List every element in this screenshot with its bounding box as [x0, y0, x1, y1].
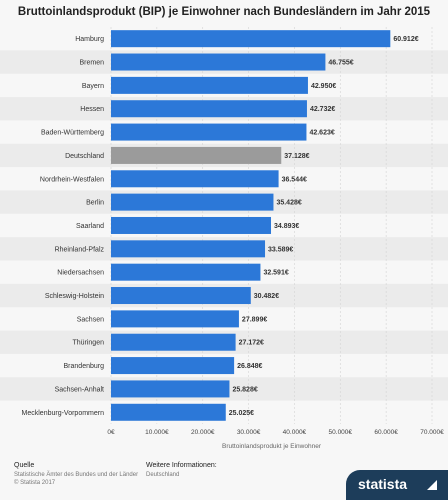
value-label: 37.128€ [284, 153, 309, 160]
value-label: 25.025€ [229, 410, 254, 417]
x-tick-label: 30.000€ [237, 429, 261, 436]
x-tick-label: 10.000€ [145, 429, 169, 436]
value-label: 34.893€ [274, 223, 299, 230]
value-label: 42.950€ [311, 83, 336, 90]
category-label: Thüringen [72, 340, 104, 347]
x-tick-label: 20.000€ [191, 429, 215, 436]
bar [111, 333, 236, 351]
category-label: Mecklenburg-Vorpommern [22, 410, 105, 417]
value-label: 60.912€ [393, 36, 418, 43]
value-label: 27.899€ [242, 316, 267, 323]
bar [111, 30, 391, 48]
bar [111, 170, 279, 188]
bar [111, 76, 308, 94]
bar [111, 263, 261, 281]
value-label: 33.589€ [268, 246, 293, 253]
x-axis-label: Bruttoinlandsprodukt je Einwohner [222, 443, 322, 450]
x-tick-label: 70.000€ [420, 429, 444, 436]
bar [111, 193, 274, 211]
category-label: Rheinland-Pfalz [55, 246, 105, 253]
category-label: Baden-Württemberg [41, 130, 104, 137]
category-label: Deutschland [65, 153, 104, 160]
brand-name: statista [358, 476, 408, 492]
bar [111, 100, 307, 118]
value-label: 32.591€ [263, 270, 288, 277]
bar [111, 380, 230, 398]
bar [111, 123, 307, 141]
category-label: Nordrhein-Westfalen [40, 176, 104, 183]
category-label: Bayern [82, 83, 104, 90]
value-label: 30.482€ [254, 293, 279, 300]
x-tick-label: 40.000€ [283, 429, 307, 436]
source-label: Quelle [14, 462, 35, 469]
category-label: Schleswig-Holstein [45, 293, 104, 300]
x-tick-label: 50.000€ [329, 429, 353, 436]
copyright-text: © Statista 2017 [14, 480, 56, 486]
value-label: 27.172€ [239, 340, 264, 347]
value-label: 25.828€ [232, 386, 257, 393]
category-label: Berlin [86, 200, 104, 207]
bar [111, 146, 282, 164]
category-label: Saarland [76, 223, 104, 230]
value-label: 26.848€ [237, 363, 262, 370]
bar [111, 357, 235, 375]
statista-logo[interactable]: statista [346, 470, 448, 500]
category-label: Hamburg [75, 36, 104, 43]
bar [111, 53, 326, 71]
bar [111, 216, 272, 234]
bar [111, 310, 239, 328]
bar [111, 240, 266, 258]
x-tick-label: 60.000€ [374, 429, 398, 436]
statista-mark-icon [427, 480, 437, 490]
bar-chart: Hamburg 60.912€ Bremen 46.755€ Bayern 42.950€… [0, 27, 448, 450]
value-label: 36.544€ [282, 176, 307, 183]
source-text: Statistische Ämter des Bundes und der Lä… [14, 472, 139, 478]
category-label: Sachsen [77, 316, 104, 323]
value-label: 42.732€ [310, 106, 335, 113]
x-tick-label: 0€ [107, 429, 115, 436]
category-label: Brandenburg [64, 363, 105, 370]
category-label: Hessen [80, 106, 104, 113]
chart-title: Bruttoinlandsprodukt (BIP) je Einwohner … [17, 6, 431, 18]
value-label: 42.623€ [309, 130, 334, 137]
value-label: 35.428€ [276, 200, 301, 207]
bar [111, 403, 226, 421]
category-label: Sachsen-Anhalt [55, 386, 104, 393]
bar [111, 287, 251, 305]
category-label: Bremen [79, 60, 104, 67]
category-label: Niedersachsen [57, 270, 104, 277]
info-text: Deutschland [146, 472, 180, 478]
info-label: Weitere Informationen: [146, 462, 217, 469]
value-label: 46.755€ [328, 60, 353, 67]
